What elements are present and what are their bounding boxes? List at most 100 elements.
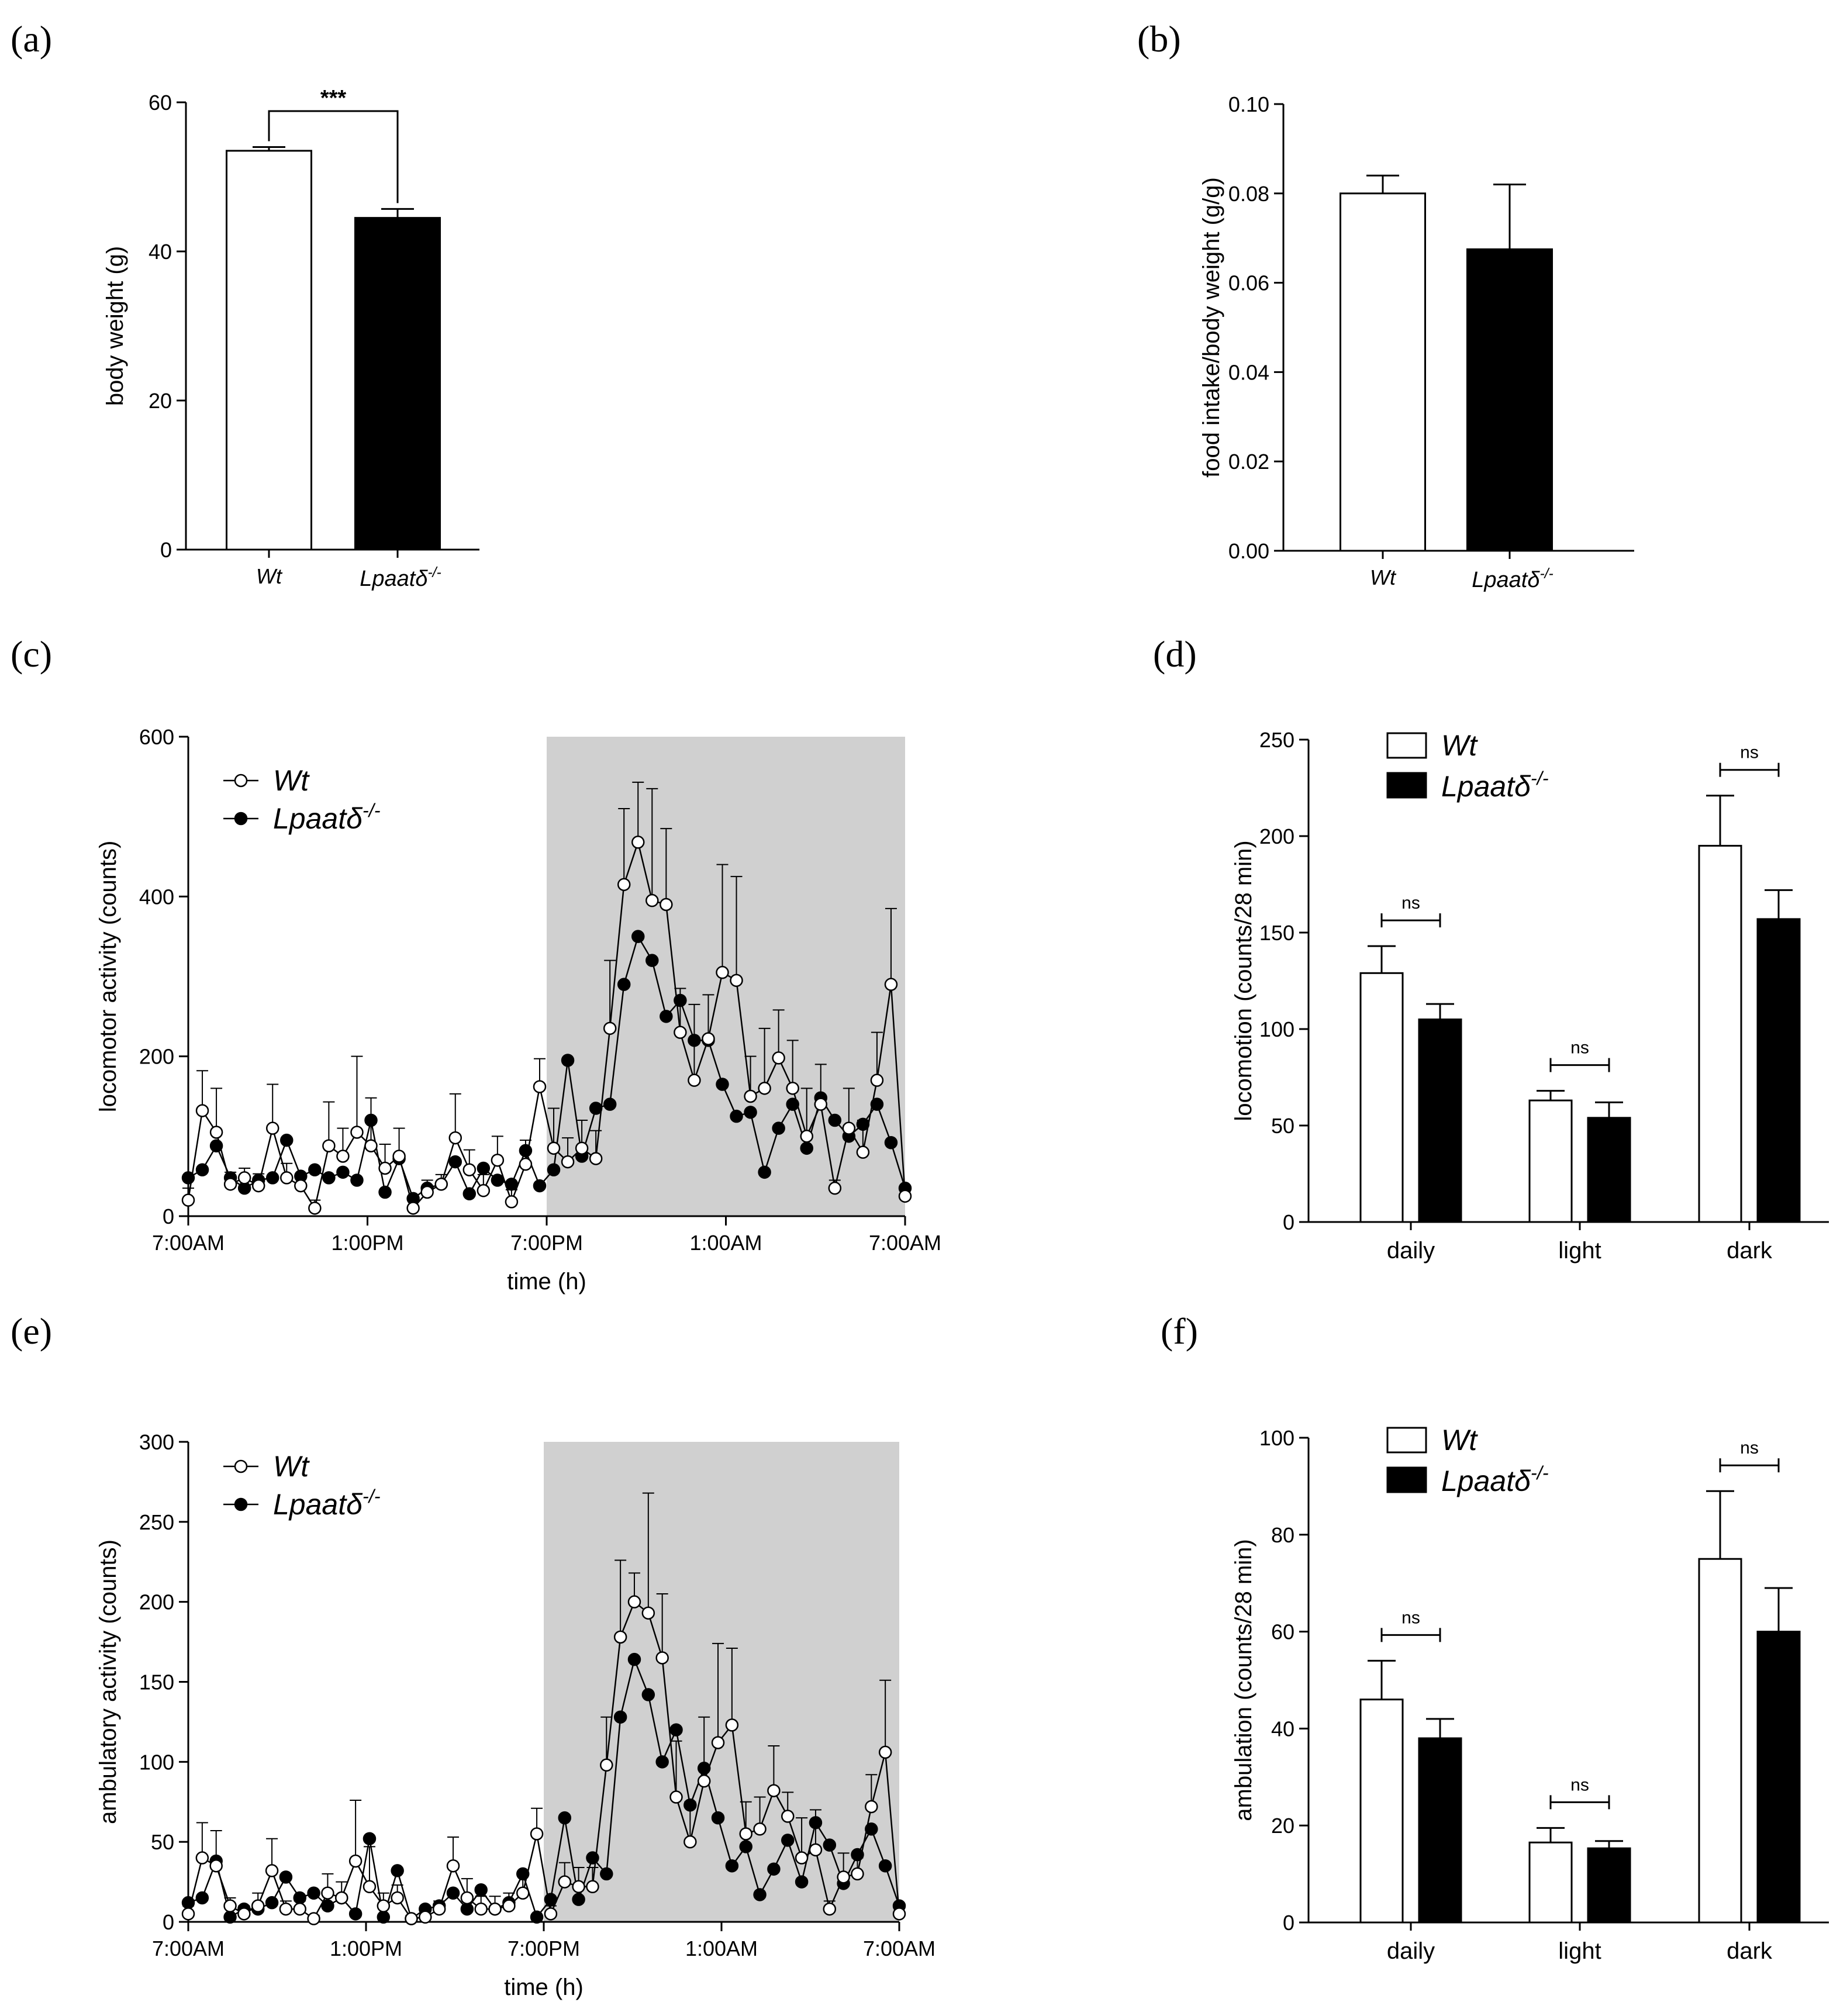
data-point-ko <box>265 1171 279 1185</box>
data-point-ko <box>730 1109 743 1123</box>
data-point-ko <box>544 1893 558 1906</box>
data-point-ko <box>181 1896 195 1910</box>
significance-label: ns <box>1570 1038 1589 1058</box>
data-point-wt <box>631 836 645 849</box>
data-point-wt <box>488 1902 502 1916</box>
data-point-wt <box>586 1880 599 1894</box>
data-point-wt <box>364 1139 378 1152</box>
series-line-ko <box>188 1657 900 1920</box>
y-tick-label-d: 250 <box>1259 728 1294 752</box>
data-point-wt <box>446 1859 460 1873</box>
data-point-ko <box>181 1171 195 1185</box>
data-point-wt <box>828 1181 842 1195</box>
data-point-ko <box>786 1097 799 1111</box>
panel-label-d: (d) <box>1153 633 1197 675</box>
x-tick-label: 7:00AM <box>152 1231 225 1255</box>
data-point-ko <box>446 1886 460 1900</box>
data-point-wt <box>688 1073 701 1087</box>
y-axis-label-b: food intake/body weight (g/g) <box>1199 177 1224 478</box>
data-point-wt <box>279 1902 293 1916</box>
data-point-wt <box>280 1171 294 1185</box>
data-point-wt <box>809 1843 823 1857</box>
data-point-wt <box>363 1880 377 1894</box>
data-point-wt <box>660 897 673 912</box>
y-tick-label-e: 50 <box>151 1830 174 1854</box>
data-point-ko <box>516 1867 530 1881</box>
data-point-ko <box>781 1834 795 1847</box>
data-point-wt <box>392 1149 406 1163</box>
x-tick-label-dark: dark <box>1727 1238 1773 1264</box>
bar-wt <box>1340 192 1426 552</box>
y-axis-label-a: body weight (g) <box>102 246 128 406</box>
data-point-wt <box>237 1907 251 1921</box>
data-point-ko <box>884 1136 898 1149</box>
bar-light-wt <box>1528 1841 1573 1924</box>
data-point-ko <box>823 1838 837 1852</box>
data-point-wt <box>516 1886 530 1900</box>
data-point-wt <box>878 1745 892 1759</box>
chart-f-ambulation: 0 20 40 60 80 100 ambulation (counts/28 min) da… <box>1231 1424 1829 1964</box>
data-point-wt <box>645 893 659 907</box>
data-point-ko <box>378 1185 392 1199</box>
y-axis-label-d: locomotion (counts/28 min) <box>1231 840 1256 1121</box>
legend-marker-ko <box>234 812 248 826</box>
data-point-wt <box>195 1104 209 1117</box>
legend-swatch-wt <box>1386 1427 1427 1454</box>
data-point-wt <box>308 1202 322 1215</box>
data-point-wt <box>837 1870 850 1884</box>
data-point-ko <box>758 1165 771 1179</box>
y-tick-label-b: 0.06 <box>1228 271 1269 295</box>
data-point-ko <box>364 1113 378 1127</box>
legend-label-ko: Lpaatδ-/- <box>273 1486 381 1521</box>
data-point-wt <box>613 1630 627 1644</box>
x-tick-label: 7:00PM <box>510 1231 583 1255</box>
y-tick-label-c: 400 <box>139 885 174 909</box>
data-point-wt <box>377 1899 391 1913</box>
data-point-ko <box>519 1144 533 1158</box>
data-point-wt <box>223 1899 237 1913</box>
data-point-ko <box>828 1113 842 1127</box>
data-point-ko <box>603 1097 617 1111</box>
data-point-ko <box>809 1816 823 1829</box>
data-point-ko <box>209 1139 223 1152</box>
y-tick-label-a: 40 <box>149 240 172 264</box>
data-point-wt <box>491 1154 505 1167</box>
data-point-wt <box>502 1899 516 1913</box>
data-point-wt <box>575 1141 589 1155</box>
y-tick-label-b: 0.02 <box>1228 450 1269 474</box>
data-point-ko <box>322 1171 336 1185</box>
data-point-ko <box>711 1811 725 1825</box>
data-point-ko <box>795 1875 809 1889</box>
x-tick-label: 7:00AM <box>152 1936 225 1960</box>
y-tick-label-e: 100 <box>139 1750 174 1774</box>
data-point-wt <box>600 1758 613 1772</box>
data-point-wt <box>406 1202 420 1215</box>
data-point-wt <box>420 1185 434 1199</box>
panel-label-f: (f) <box>1161 1310 1198 1352</box>
y-tick-label-f: 80 <box>1271 1523 1294 1547</box>
data-point-wt <box>767 1784 781 1797</box>
data-point-wt <box>842 1121 856 1135</box>
data-point-wt <box>195 1851 209 1865</box>
x-tick-label-ko: Lpaatδ-/- <box>1472 566 1554 592</box>
data-point-wt <box>865 1800 878 1814</box>
series-line-ko <box>188 934 906 1200</box>
data-point-wt <box>405 1912 418 1925</box>
data-point-ko <box>688 1034 701 1047</box>
data-point-wt <box>884 978 898 991</box>
data-point-wt <box>530 1827 544 1841</box>
significance-bracket <box>268 110 399 203</box>
data-point-ko <box>448 1155 462 1169</box>
data-point-ko <box>865 1822 878 1836</box>
x-tick-label: 7:00AM <box>863 1936 935 1960</box>
data-point-wt <box>223 1178 237 1191</box>
data-point-wt <box>448 1131 462 1145</box>
legend-label-wt: Wt <box>1441 1424 1478 1456</box>
data-point-ko <box>851 1848 864 1862</box>
y-tick-label-d: 200 <box>1259 824 1294 848</box>
data-point-ko <box>460 1902 474 1916</box>
x-tick-label-dark: dark <box>1727 1938 1773 1964</box>
data-point-ko <box>195 1891 209 1905</box>
data-point-wt <box>251 1179 265 1193</box>
y-tick-label-a: 20 <box>149 389 172 413</box>
